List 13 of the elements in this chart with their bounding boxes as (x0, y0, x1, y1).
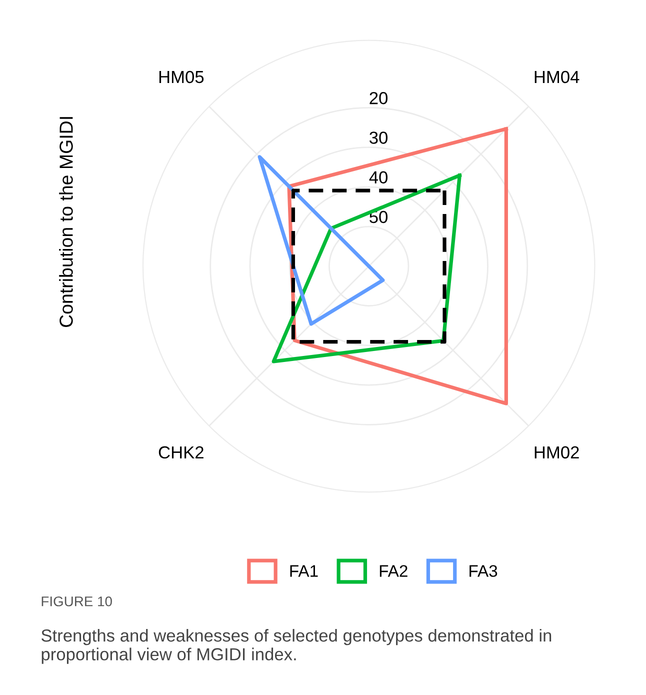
spoke-label: CHK2 (158, 446, 204, 459)
text: Contribution to the MGIDI (59, 117, 73, 328)
y-tick-label: 30 (370, 132, 388, 144)
y-tick-label: 40 (369, 171, 388, 184)
legend-label: FA1 (290, 565, 318, 577)
caption: FIGURE 10 (42, 596, 112, 606)
spoke-label: HM02 (534, 446, 579, 459)
spoke-label: HM05 (159, 70, 204, 84)
y-tick-label: 20 (370, 92, 388, 104)
legend-label: FA2 (380, 565, 408, 577)
legend-label: FA3 (470, 565, 498, 577)
text: Strengths and weaknesses of selected genotypes demonstrated in proportional view of MGIDI index. (41, 628, 552, 664)
spoke-label: HM04 (534, 70, 580, 84)
